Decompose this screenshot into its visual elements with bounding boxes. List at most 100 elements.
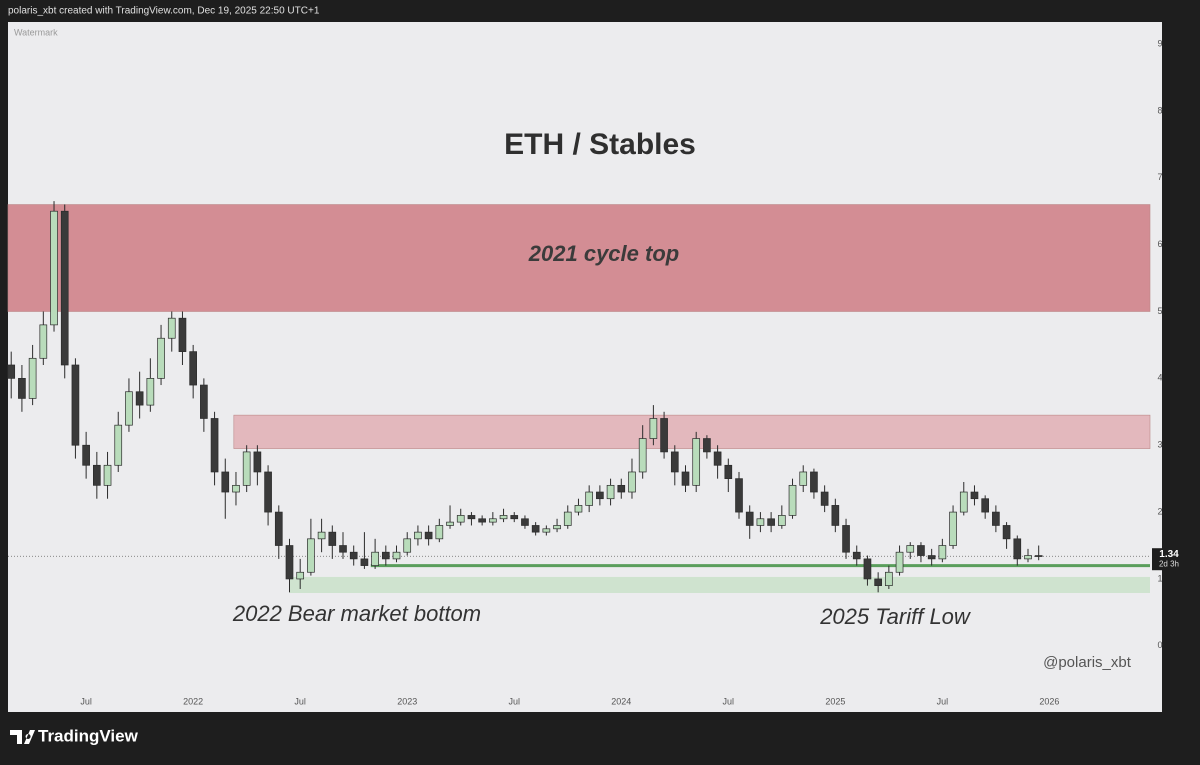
candle-body <box>777 515 786 526</box>
watermark: Watermark <box>14 27 58 37</box>
plot: 0 1 2 3 4 5 6 7 8 9 Jul 2022 Jul 2023 Jul 2024 Jul 2025 Ju… <box>7 38 1163 706</box>
candle-body <box>467 515 476 520</box>
candle-body <box>28 357 37 399</box>
x-tick-label: 2022 <box>183 696 203 706</box>
chart-title: ETH / Stables <box>504 128 696 161</box>
candle-body <box>307 538 315 573</box>
candle-body <box>649 418 658 439</box>
candle-body <box>446 521 454 526</box>
candle-body <box>820 491 829 506</box>
candle-body <box>970 491 979 500</box>
candle-body <box>713 451 722 466</box>
candle-body <box>146 378 155 406</box>
candle-body <box>745 511 754 526</box>
candle-body <box>167 317 176 339</box>
candle-body <box>371 551 379 566</box>
brand: TradingView <box>38 726 139 745</box>
x-tick-label: Jul <box>723 696 735 706</box>
candle-body <box>178 317 187 352</box>
x-tick-label: 2024 <box>611 696 631 706</box>
candle-body <box>381 551 390 560</box>
candle-body <box>360 558 369 566</box>
candle-body <box>596 491 604 500</box>
candle-body <box>703 438 711 453</box>
x-tick-label: 2023 <box>397 696 417 706</box>
x-tick-label: 2026 <box>1039 696 1059 706</box>
candle-body <box>606 484 615 500</box>
candle-body <box>349 551 358 560</box>
candle-body <box>18 378 26 399</box>
countdown: 2d 3h <box>1159 559 1179 568</box>
candle-body <box>895 551 904 573</box>
x-tick-label: Jul <box>508 696 520 706</box>
candle-body <box>114 424 123 466</box>
candle-body <box>456 515 465 523</box>
candle-body <box>563 511 572 526</box>
candle-body <box>692 438 701 486</box>
y-tick-label: 6 <box>1157 239 1162 249</box>
candle-body <box>253 451 262 473</box>
zone <box>233 414 1151 449</box>
candle-body <box>125 391 133 426</box>
candle-body <box>574 505 583 513</box>
candle-body <box>489 518 497 523</box>
x-tick-label: Jul <box>937 696 949 706</box>
candle-body <box>296 571 305 580</box>
y-tick-label: 3 <box>1157 440 1162 450</box>
candle-body <box>60 210 69 366</box>
candle-body <box>274 511 283 546</box>
candle-body <box>478 518 486 523</box>
candle-body <box>221 471 230 493</box>
y-tick-label: 7 <box>1157 172 1162 182</box>
candle-body <box>232 484 240 493</box>
logo: TradingView <box>10 726 139 745</box>
candle-body <box>50 210 58 326</box>
candle-body <box>531 525 540 533</box>
candle-body <box>285 545 294 580</box>
credit: polaris_xbt created with TradingView.com… <box>8 6 320 17</box>
x-tick-label: 2025 <box>825 696 845 706</box>
candle-body <box>735 478 743 513</box>
candle-body <box>521 518 529 526</box>
y-tick-label: 2 <box>1157 506 1162 516</box>
candle-body <box>200 384 208 419</box>
candle-body <box>917 545 925 556</box>
candle-body <box>724 464 733 480</box>
candle-body <box>328 531 337 546</box>
x-tick-label: Jul <box>294 696 306 706</box>
candle-body <box>435 525 444 540</box>
candle-body <box>852 551 861 560</box>
price-tag <box>1152 548 1186 571</box>
candle-body <box>1013 538 1022 560</box>
y-tick-label: 5 <box>1157 306 1162 316</box>
candle-body <box>553 525 561 530</box>
zone-label: 2021 cycle top <box>528 241 679 266</box>
candle-body <box>660 418 668 453</box>
candle-body <box>959 491 968 513</box>
candle-body <box>628 471 636 493</box>
y-tick-label: 4 <box>1157 373 1162 383</box>
y-tick-label: 9 <box>1157 38 1162 48</box>
candle-body <box>617 484 626 493</box>
candle-body <box>670 451 679 473</box>
candle-body <box>403 538 412 553</box>
candle-body <box>1002 525 1011 540</box>
annotation: 2025 Tariff Low <box>819 604 972 629</box>
candle-body <box>927 555 936 560</box>
y-tick-label: 8 <box>1157 105 1162 115</box>
signature: @polaris_xbt <box>1043 654 1132 671</box>
candle-body <box>842 525 850 553</box>
candle-body <box>542 528 551 533</box>
candle-body <box>885 571 893 586</box>
candle-body <box>1034 555 1043 557</box>
candle-body <box>392 551 401 560</box>
candle-body <box>681 471 690 486</box>
candle-body <box>992 511 1000 526</box>
candle-body <box>82 444 90 466</box>
candle-body <box>424 531 433 540</box>
candle-body <box>831 505 840 526</box>
logo-icon <box>10 730 35 744</box>
candle-body <box>810 471 818 493</box>
candle-body <box>799 471 808 486</box>
